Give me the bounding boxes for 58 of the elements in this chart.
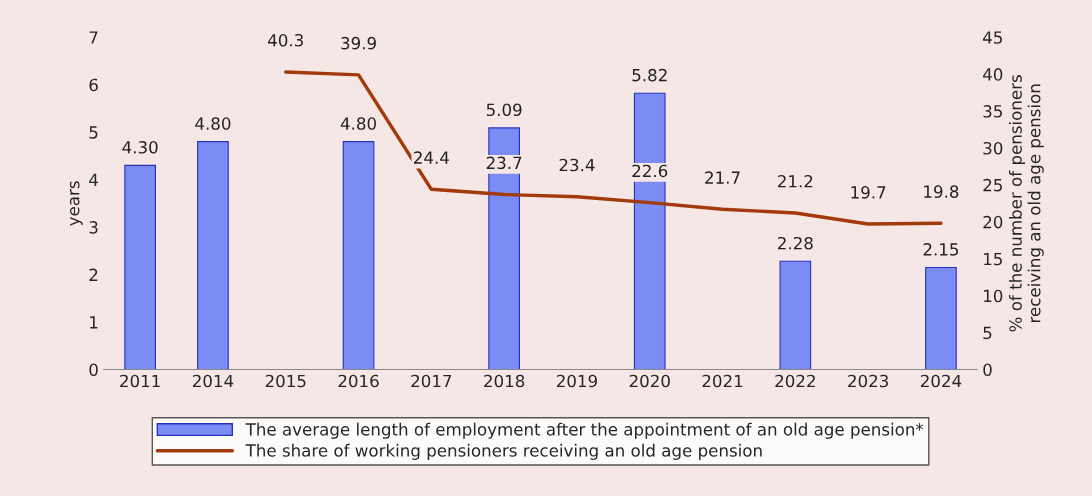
x-tick-label: 2017 — [411, 374, 452, 388]
legend-label: The share of working pensioners receiving an old age pension — [245, 443, 762, 460]
y2-tick-label: 0 — [983, 363, 992, 377]
y-tick-label: 1 — [90, 316, 98, 329]
data-label: 2.15 — [923, 243, 959, 256]
x-tick-label: 2018 — [484, 374, 525, 388]
x-tick-label: 2020 — [629, 374, 670, 388]
y2-tick-label: 45 — [983, 31, 1002, 44]
bar — [342, 141, 375, 370]
data-label: 23.7 — [486, 156, 522, 170]
y-tick-label: 4 — [89, 173, 98, 186]
data-label: 4.80 — [340, 117, 376, 130]
bar — [124, 164, 156, 370]
y2-tick-label: 40 — [983, 68, 1003, 81]
y-tick-label: 2 — [89, 268, 98, 281]
y-tick-label: 7 — [89, 31, 98, 44]
legend-label: The average length of employment after the appointment of an old age pension* — [245, 422, 924, 439]
x-tick-label: 2015 — [265, 374, 306, 388]
x-tick-label: 2022 — [775, 374, 815, 388]
data-label: 5.82 — [632, 68, 667, 82]
y2-tick-label: 5 — [983, 326, 992, 340]
data-label: 19.8 — [924, 185, 959, 198]
y2-tick-label: 25 — [983, 178, 1002, 192]
x-tick-label: 2014 — [192, 374, 234, 388]
x-tick-label: 2019 — [556, 374, 597, 388]
bar — [633, 92, 666, 370]
x-tick-label: 2016 — [338, 374, 379, 388]
y2-tick-label: 15 — [984, 252, 1002, 266]
x-tick-label: 2024 — [920, 374, 962, 388]
data-label: 4.80 — [195, 117, 231, 130]
y-tick-label: 5 — [89, 126, 98, 139]
x-tick-label: 2011 — [120, 374, 160, 388]
x-tick-label: 2023 — [848, 374, 889, 388]
data-label: 40.3 — [268, 33, 303, 47]
y2-axis-title: % of the number of pensioners receiving an old age pension — [1008, 75, 1044, 332]
data-label: 21.7 — [705, 171, 740, 184]
x-tick-label: 2021 — [702, 374, 743, 388]
data-label: 4.30 — [122, 141, 158, 154]
y2-tick-label: 10 — [984, 289, 1003, 303]
y-axis-title: years — [69, 181, 83, 226]
bar — [197, 141, 229, 370]
data-label: 23.4 — [559, 158, 595, 172]
data-label: 19.7 — [851, 186, 886, 199]
data-label: 2.28 — [778, 236, 813, 250]
y-tick-label: 0 — [89, 363, 98, 377]
y2-tick-label: 20 — [983, 215, 1003, 229]
data-label: 21.2 — [778, 174, 813, 188]
bar — [779, 260, 812, 370]
bar — [925, 266, 957, 370]
y2-tick-label: 30 — [983, 141, 1003, 155]
data-label: 24.4 — [414, 151, 449, 164]
data-label: 5.09 — [486, 103, 522, 117]
bar — [488, 127, 520, 370]
y2-tick-label: 35 — [983, 105, 1002, 118]
data-label: 22.6 — [632, 164, 668, 178]
data-label: 39.9 — [341, 36, 376, 50]
y-tick-label: 6 — [89, 78, 98, 92]
y-tick-label: 3 — [89, 221, 98, 234]
